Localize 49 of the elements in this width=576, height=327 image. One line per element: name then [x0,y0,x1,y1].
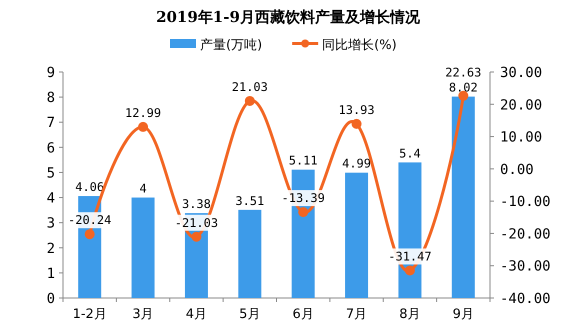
title: 2019年1-9月西藏饮料产量及增长情况 [156,8,420,26]
line-label: -31.47 [388,249,432,264]
bar [452,96,475,298]
xtick: 7月 [346,307,368,322]
legend-label: 产量(万吨) [200,38,262,53]
xtick: 6月 [292,307,314,322]
xtick: 4月 [186,307,208,322]
y2tick: 20.00 [500,97,542,114]
bar [238,210,262,298]
line-label: -20.24 [68,213,112,228]
bar-label: 4.06 [75,180,104,194]
bar-label: 3.38 [182,197,211,212]
xtick: 8月 [399,307,421,322]
xtick: 9月 [452,307,474,322]
xtick: 5月 [239,307,260,322]
y2tick: 0.00 [500,162,534,178]
xtick: 3月 [132,307,154,322]
bar-label: 3.51 [235,194,264,208]
line-label: -21.03 [174,216,218,230]
y2tick: 10.00 [500,130,542,146]
bar [345,172,368,298]
bar-label: 4.99 [342,156,372,171]
bar-label: 5.4 [399,146,421,160]
ytick: 0 [46,291,55,307]
bar [132,198,155,298]
ytick: 7 [46,115,55,132]
bar-label: 4 [139,182,147,196]
ytick: 6 [46,140,55,156]
y2tick: 30.00 [500,65,542,81]
ytick: 8 [46,90,55,106]
bar-label: 5.11 [288,154,318,168]
ytick: 4 [46,190,55,207]
y2tick: -10.00 [500,194,551,210]
ytick: 3 [46,216,55,232]
line-label: -13.39 [282,191,325,206]
line-label: 12.99 [125,106,162,120]
y2tick: -40.00 [500,291,551,307]
ytick: 9 [46,65,55,81]
line-label: 21.03 [232,80,268,94]
ytick: 5 [46,165,55,182]
y2tick: -20.00 [500,226,551,242]
legend-label: 同比增长(%) [322,38,397,53]
y2tick: -30.00 [500,258,551,275]
ytick: 2 [46,240,55,257]
ytick: 1 [46,266,55,282]
xtick: 1-2月 [72,307,107,322]
line-label: 22.63 [445,66,482,80]
bar-label: 8.02 [448,80,478,95]
line-label: 13.93 [338,102,375,117]
